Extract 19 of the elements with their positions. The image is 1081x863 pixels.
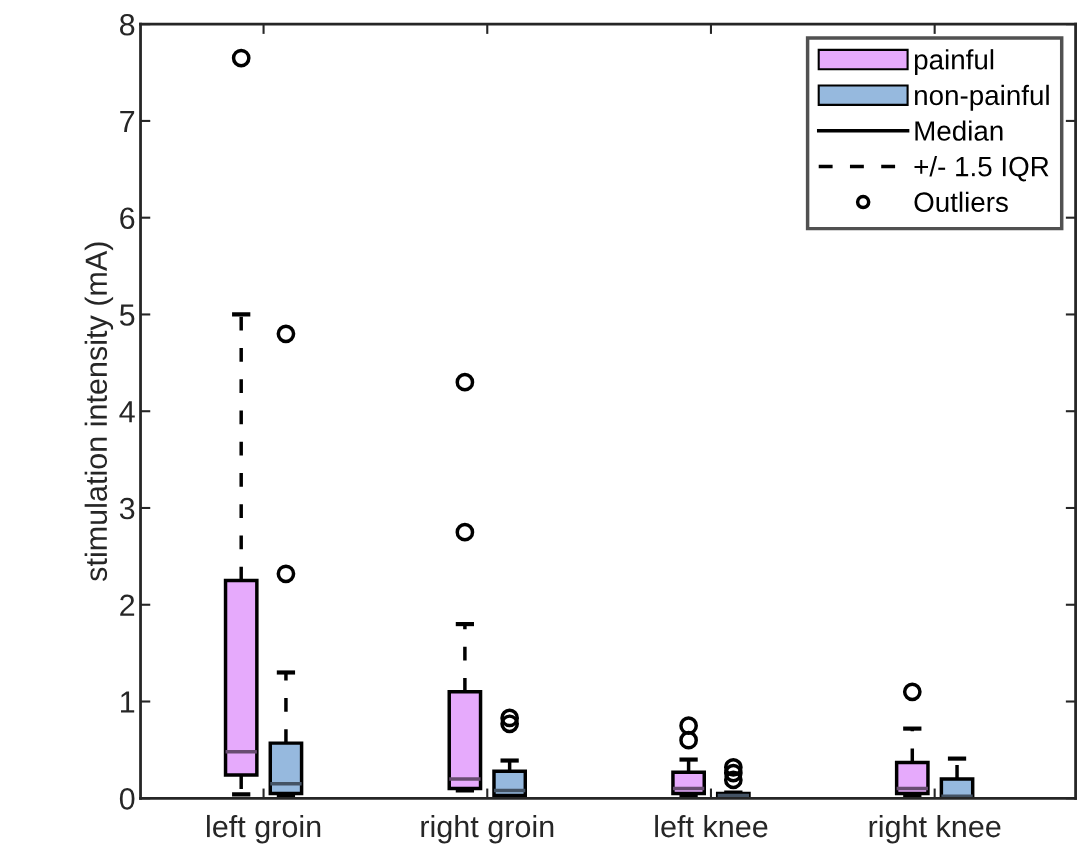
legend-label: painful [914, 49, 994, 76]
x-tick-label: right groin [421, 814, 554, 844]
x-tick-label: right knee [869, 814, 1001, 844]
y-tick-label: 1 [121, 691, 135, 713]
y-tick-label: 2 [120, 594, 135, 616]
y-tick-label: 0 [119, 788, 135, 810]
annotation: Outliers [914, 191, 1008, 213]
y-tick-label: 5 [119, 304, 135, 326]
y-tick-label: 3 [119, 497, 135, 520]
x-tick-label: left knee [655, 814, 768, 838]
annotation: Median [915, 120, 1003, 141]
legend-label: non-painful [915, 84, 1049, 111]
annotation: +/- 1.5 IQR [914, 156, 1049, 182]
x-tick-label: left groin [207, 814, 321, 844]
y-tick-label: 6 [120, 207, 135, 230]
y-axis-title: stimulation intensity (mA) [84, 242, 114, 582]
y-tick-label: 7 [120, 110, 135, 132]
y-tick-label: 8 [120, 13, 135, 36]
y-tick-label: 4 [119, 401, 135, 423]
